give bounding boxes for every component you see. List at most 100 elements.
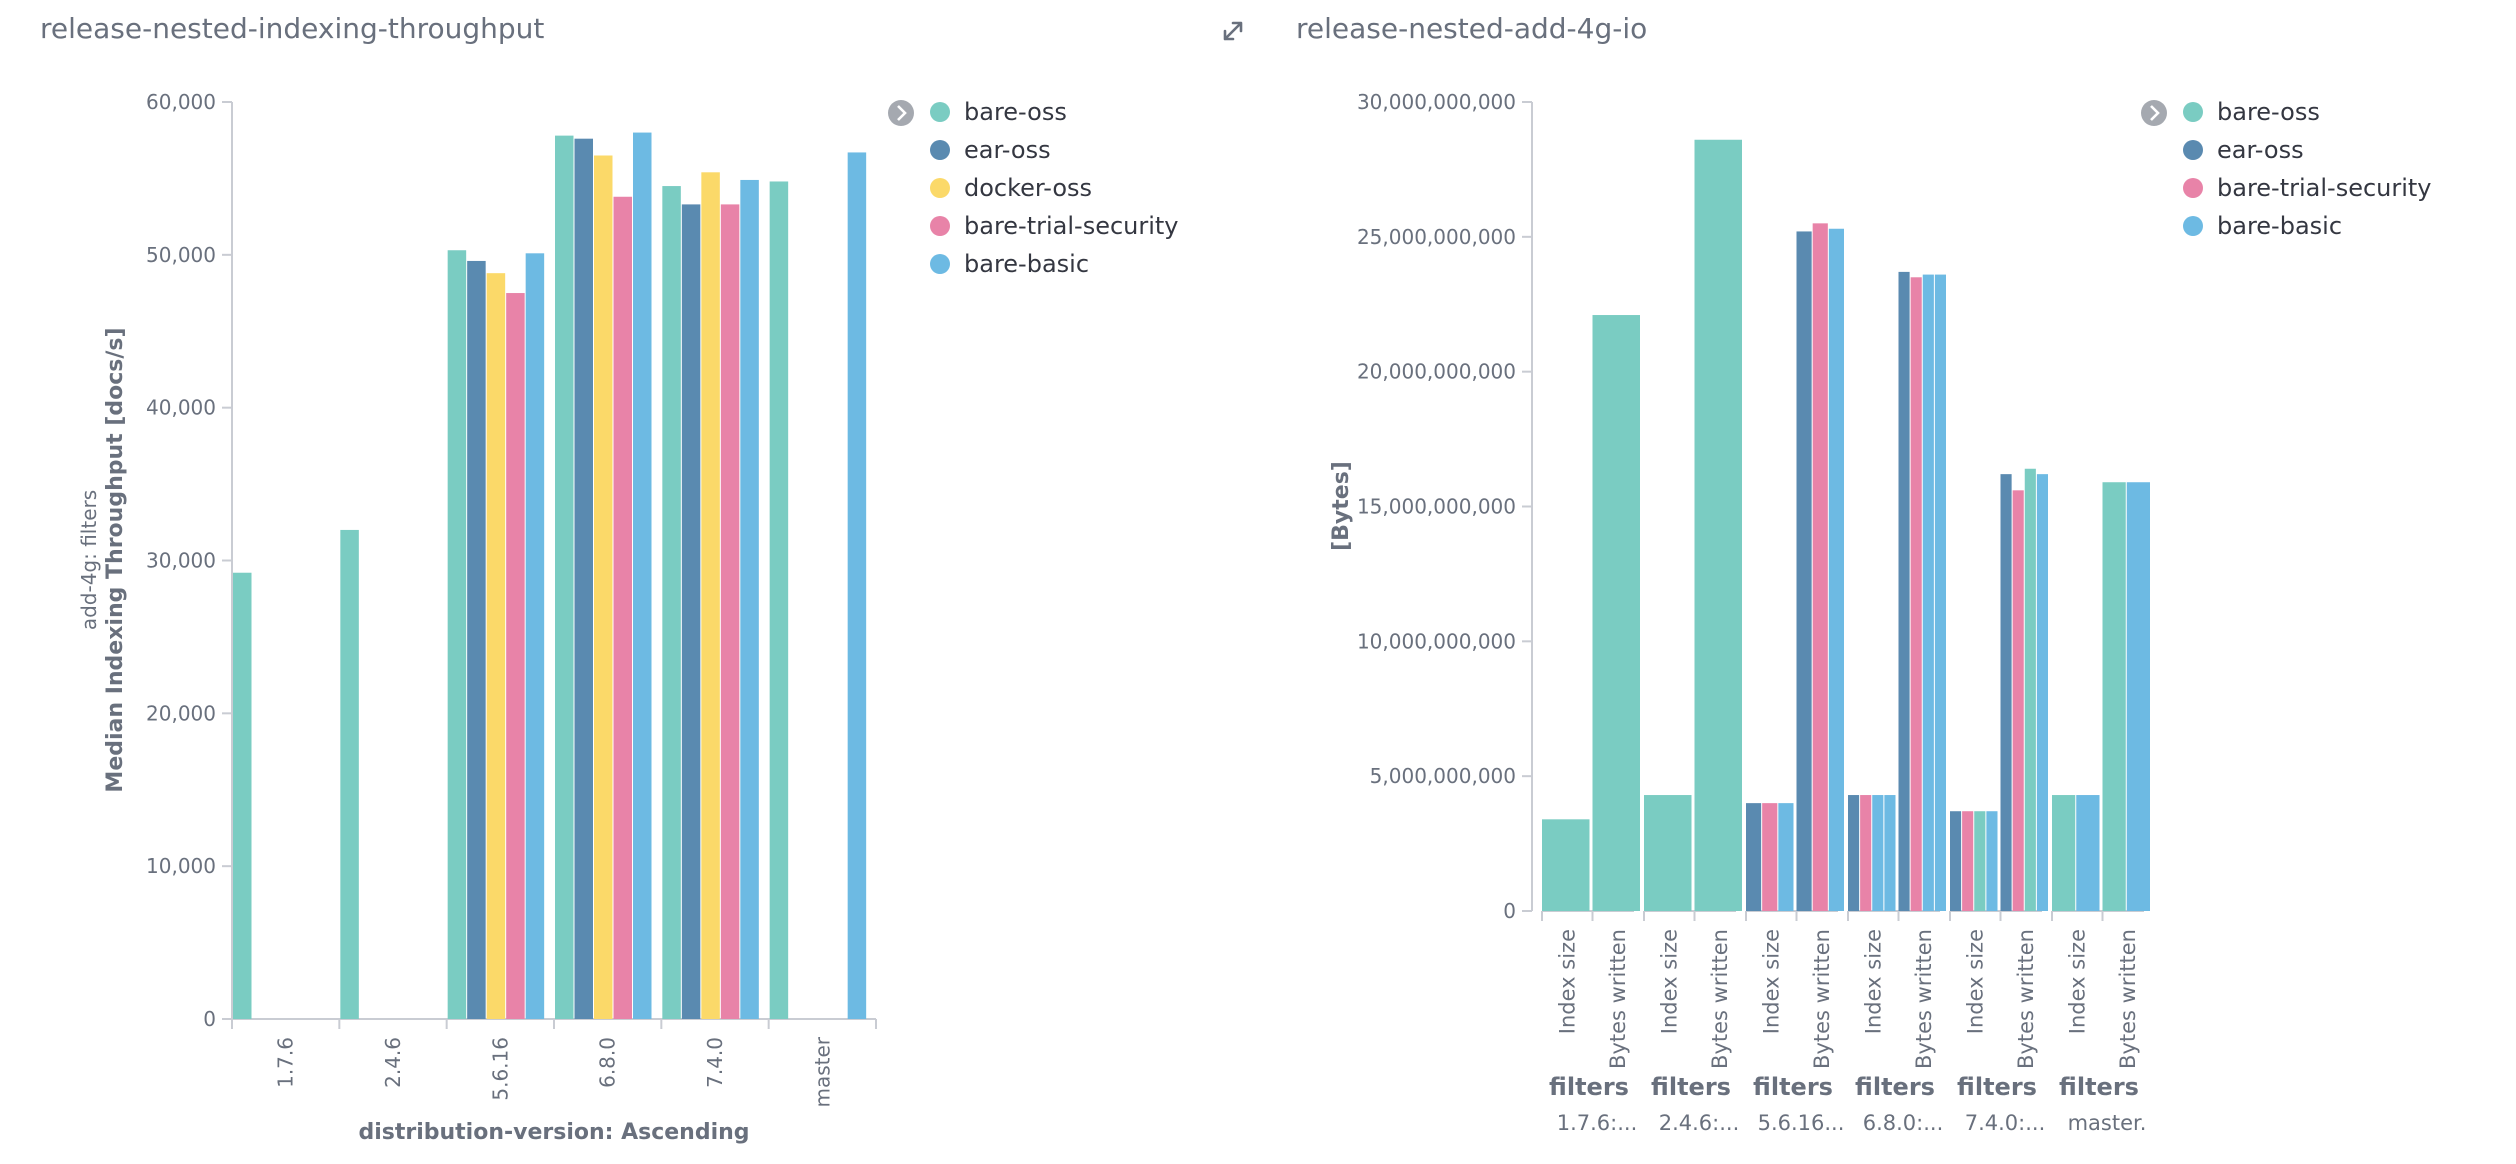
bar: [847, 152, 867, 1019]
chevron-right-icon: [897, 105, 907, 121]
y-tick-label: 60,000: [146, 90, 216, 114]
legend-item[interactable]: bare-oss: [2183, 98, 2320, 126]
bar: [2000, 474, 2012, 911]
group-title: filters: [1855, 1073, 1935, 1101]
legend-label: ear-oss: [2217, 136, 2304, 164]
x-tick-label: 5.6.16: [488, 1037, 512, 1101]
x-tick-label: 2.4.6: [381, 1037, 405, 1088]
legend-item[interactable]: docker-oss: [930, 174, 1092, 202]
bar: [1974, 811, 1986, 911]
bar: [1884, 795, 1896, 911]
legend-item[interactable]: bare-basic: [2183, 212, 2342, 240]
bar: [2126, 482, 2150, 911]
bar: [1848, 795, 1860, 911]
legend-toggle-circle: [2141, 100, 2167, 126]
legend-toggle-icon[interactable]: [2141, 100, 2167, 126]
legend-item[interactable]: ear-oss: [930, 136, 1051, 164]
x-tick-label: Index size: [1555, 929, 1579, 1034]
bar: [1962, 811, 1974, 911]
bar: [701, 172, 720, 1019]
bar: [1860, 795, 1872, 911]
legend-item[interactable]: bare-oss: [930, 98, 1067, 126]
x-tick-label: 7.4.0: [703, 1037, 727, 1088]
legend-toggle-circle: [888, 100, 914, 126]
bar: [1812, 223, 1828, 912]
bar: [1778, 803, 1794, 911]
y-tick-label: 0: [203, 1007, 216, 1031]
panel-title: release-nested-indexing-throughput: [40, 12, 545, 45]
group-label: master.: [2068, 1111, 2147, 1135]
bar: [1872, 795, 1884, 911]
bar: [2012, 490, 2024, 911]
x-axis-title: distribution-version: Ascending: [358, 1120, 749, 1145]
legend-swatch: [2183, 178, 2203, 198]
bar: [1542, 819, 1590, 911]
legend-swatch: [2183, 216, 2203, 236]
expand-icon[interactable]: [1222, 20, 1244, 42]
legend-swatch: [930, 216, 950, 236]
legend-label: bare-trial-security: [964, 212, 1179, 240]
group-title: filters: [1651, 1073, 1731, 1101]
bar: [1910, 277, 1922, 911]
bar: [467, 260, 486, 1019]
y-tick-label: 10,000: [146, 854, 216, 878]
x-tick-label: master: [810, 1036, 834, 1107]
y-tick-label: 30,000,000,000: [1357, 90, 1516, 114]
bar: [681, 204, 701, 1020]
bar: [2102, 482, 2126, 911]
bar: [2052, 795, 2076, 911]
bar: [720, 204, 740, 1020]
legend-label: bare-trial-security: [2217, 174, 2432, 202]
y-axis-title: Median Indexing Throughput [docs/s]: [103, 327, 128, 792]
legend-item[interactable]: bare-trial-security: [930, 212, 1179, 240]
legend-swatch: [2183, 102, 2203, 122]
bar: [740, 179, 759, 1019]
bar: [1644, 795, 1692, 911]
bar: [1762, 803, 1778, 911]
legend-item[interactable]: ear-oss: [2183, 136, 2304, 164]
y-tick-label: 20,000: [146, 701, 216, 725]
x-tick-label: Index size: [1759, 929, 1783, 1034]
y-tick-label: 10,000,000,000: [1357, 629, 1516, 653]
group-label: 6.8.0:...: [1863, 1111, 1944, 1135]
legend-toggle-icon[interactable]: [888, 100, 914, 126]
bar: [594, 155, 613, 1019]
bar: [1934, 274, 1946, 911]
legend-item[interactable]: bare-basic: [930, 250, 1089, 278]
x-tick-label: Index size: [1861, 929, 1885, 1034]
y-tick-label: 25,000,000,000: [1357, 225, 1516, 249]
x-tick-label: Index size: [1963, 929, 1987, 1034]
bar: [613, 196, 632, 1020]
y-tick-label: 30,000: [146, 549, 216, 573]
bar: [1922, 274, 1934, 911]
x-tick-label: 6.8.0: [596, 1037, 620, 1088]
legend-label: bare-basic: [2217, 212, 2342, 240]
y-tick-label: 0: [1503, 899, 1516, 923]
y-axis-subtitle: add-4g: filters: [77, 490, 101, 630]
bar: [633, 132, 652, 1020]
group-label: 1.7.6:...: [1557, 1111, 1638, 1135]
bar: [2024, 468, 2036, 911]
bar: [1796, 231, 1812, 911]
bar: [233, 572, 252, 1019]
x-tick-label: 1.7.6: [274, 1037, 298, 1088]
bar: [662, 186, 681, 1019]
bar: [506, 293, 525, 1020]
bar: [1950, 811, 1962, 911]
x-tick-label: Bytes written: [1810, 929, 1834, 1069]
group-title: filters: [1753, 1073, 1833, 1101]
legend-swatch: [930, 140, 950, 160]
y-tick-label: 40,000: [146, 396, 216, 420]
chevron-right-icon: [2150, 105, 2160, 121]
x-tick-label: Bytes written: [1708, 929, 1732, 1069]
bar: [2076, 795, 2100, 911]
x-tick-label: Index size: [1657, 929, 1681, 1034]
legend-item[interactable]: bare-trial-security: [2183, 174, 2432, 202]
x-tick-label: Bytes written: [1606, 929, 1630, 1069]
group-title: filters: [2059, 1073, 2139, 1101]
x-tick-label: Bytes written: [2116, 929, 2140, 1069]
y-axis-title: [Bytes]: [1329, 461, 1354, 551]
legend-label: bare-oss: [964, 98, 1067, 126]
legend-swatch: [930, 102, 950, 122]
bar: [340, 529, 359, 1019]
